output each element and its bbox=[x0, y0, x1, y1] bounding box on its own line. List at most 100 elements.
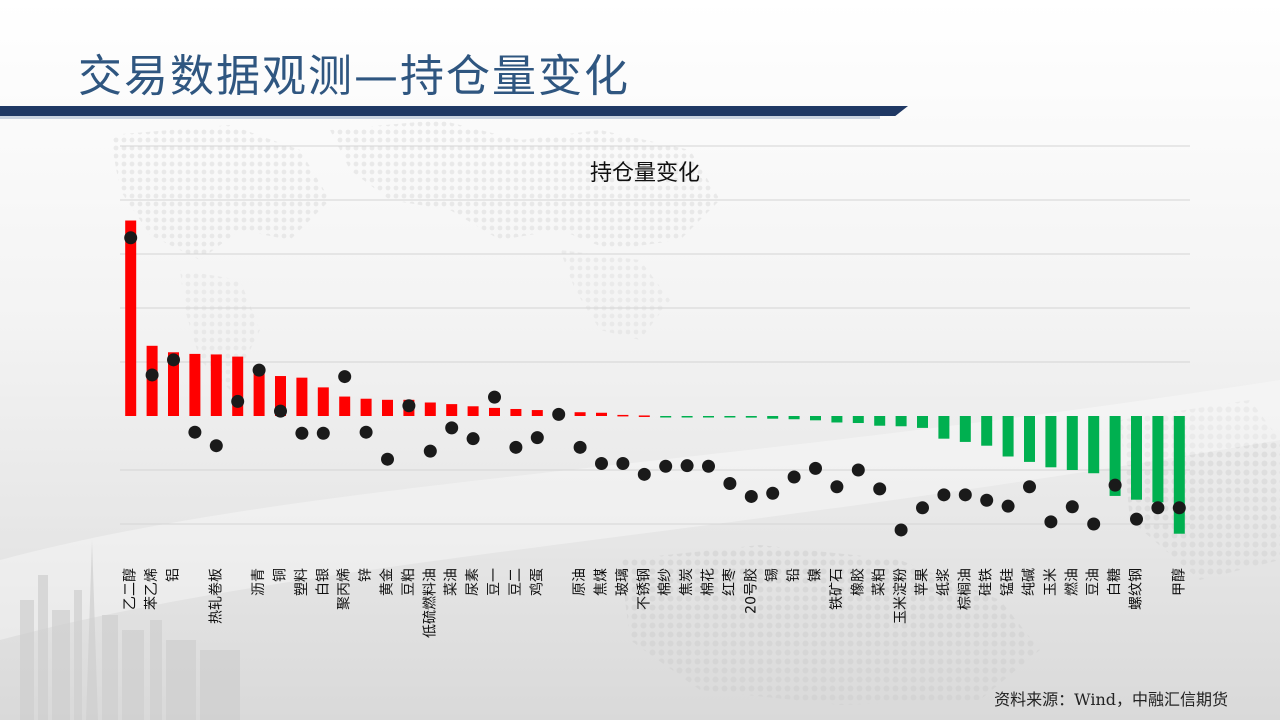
bar-棕榈油 bbox=[959, 416, 971, 442]
category-label: 纯碱 bbox=[1022, 568, 1038, 596]
dot-鸡蛋 bbox=[530, 431, 544, 445]
bar-铅 bbox=[788, 416, 800, 420]
bar-blank-3 bbox=[189, 353, 201, 416]
bar-铁矿石 bbox=[831, 416, 843, 423]
bar-菜油 bbox=[446, 404, 458, 416]
category-label: 豆油 bbox=[1086, 568, 1102, 596]
category-label: 铁矿石 bbox=[829, 568, 845, 610]
category-label: 橡胶 bbox=[849, 568, 866, 596]
dot-铝 bbox=[167, 353, 180, 367]
dot-焦煤 bbox=[595, 457, 608, 471]
category-label: 硅铁 bbox=[979, 568, 995, 596]
category-label: 尿素 bbox=[465, 568, 481, 596]
bar-热轧卷板 bbox=[210, 354, 222, 416]
gridlines bbox=[120, 145, 1190, 525]
category-label: 棉纱 bbox=[657, 568, 674, 596]
title-bar: 交易数据观测—持仓量变化 bbox=[0, 0, 1280, 119]
category-label: 铜 bbox=[273, 568, 289, 582]
category-label: 黄金 bbox=[379, 568, 396, 596]
bar-玻璃 bbox=[617, 414, 629, 417]
category-label: 玻璃 bbox=[614, 568, 631, 596]
dot-锰硅 bbox=[1001, 499, 1015, 513]
bar-白糖 bbox=[1109, 416, 1121, 496]
dot-螺纹钢 bbox=[1130, 512, 1143, 526]
bar-硅铁 bbox=[981, 416, 993, 446]
bar-铜 bbox=[275, 376, 286, 416]
category-label: 白糖 bbox=[1107, 568, 1123, 596]
bar-纸浆 bbox=[938, 416, 950, 439]
dot-低硫燃料油 bbox=[423, 444, 437, 458]
dot-series bbox=[124, 231, 1186, 537]
dot-燃油 bbox=[1065, 500, 1079, 514]
dot-原油 bbox=[573, 440, 587, 454]
dot-塑料 bbox=[295, 426, 309, 440]
category-label: 锡 bbox=[765, 568, 781, 582]
category-labels: 乙二醇 苯乙烯铝 热轧卷板 沥青铜塑料 白银 聚丙烯锌黄金 豆粕 低硫燃料油 菜油 尿素 豆一 豆二鸡… bbox=[122, 568, 1188, 638]
bar-焦煤 bbox=[596, 412, 607, 416]
bar-blank-5 bbox=[232, 356, 244, 416]
bar-铝 bbox=[168, 352, 179, 416]
bar-螺纹钢 bbox=[1131, 416, 1142, 500]
dot-红枣 bbox=[723, 477, 737, 490]
bar-聚丙烯 bbox=[339, 396, 351, 416]
bar-不锈钢 bbox=[638, 415, 650, 417]
bar-锰硅 bbox=[1002, 416, 1014, 457]
bar-橡胶 bbox=[852, 416, 864, 424]
bar-blank-48 bbox=[1152, 416, 1164, 503]
bar-棉花 bbox=[703, 416, 714, 418]
category-label: 燃油 bbox=[1063, 568, 1080, 596]
category-label: 原油 bbox=[572, 568, 588, 596]
category-label: 不锈钢 bbox=[636, 568, 652, 610]
dot-纯碱 bbox=[1023, 480, 1036, 494]
category-label: 乙二醇 bbox=[122, 568, 139, 610]
bar-黄金 bbox=[382, 399, 393, 416]
category-label: 玉米淀粉 bbox=[893, 568, 909, 624]
category-label: 沥青 bbox=[251, 568, 267, 596]
category-label: 焦煤 bbox=[594, 568, 610, 596]
dot-棉纱 bbox=[659, 459, 673, 473]
category-label: 锌 bbox=[358, 568, 374, 582]
dot-镍 bbox=[809, 461, 822, 475]
dot-菜粕 bbox=[873, 482, 887, 496]
dot-铅 bbox=[787, 470, 801, 484]
dot-铜 bbox=[274, 404, 287, 418]
dot-甲醇 bbox=[1172, 501, 1186, 515]
dot-豆二 bbox=[509, 440, 523, 454]
dot-玉米 bbox=[1044, 515, 1058, 529]
bar-锡 bbox=[767, 416, 779, 419]
dot-焦炭 bbox=[680, 459, 694, 473]
page-title: 交易数据观测—持仓量变化 bbox=[78, 51, 630, 102]
category-label: 焦炭 bbox=[679, 568, 695, 596]
category-label: 甲醇 bbox=[1170, 568, 1187, 596]
bar-沥青 bbox=[253, 367, 265, 416]
dot-铁矿石 bbox=[830, 480, 844, 494]
dot-锡 bbox=[766, 486, 780, 500]
bar-鸡蛋 bbox=[531, 410, 543, 416]
category-label: 塑料 bbox=[294, 568, 310, 596]
dot-blank-5 bbox=[231, 394, 245, 408]
source-note: 资料来源：Wind，中融汇信期货 bbox=[994, 690, 1228, 709]
category-label: 豆粕 bbox=[401, 568, 417, 596]
bar-燃油 bbox=[1066, 416, 1078, 470]
category-label: 热轧卷板 bbox=[208, 568, 224, 624]
category-label: 鸡蛋 bbox=[528, 568, 545, 596]
title-underline bbox=[0, 106, 908, 116]
dot-黄金 bbox=[381, 452, 394, 466]
dot-锌 bbox=[359, 425, 373, 439]
bar-苹果 bbox=[917, 416, 928, 428]
dot-白银 bbox=[316, 426, 330, 440]
bar-20号胶 bbox=[745, 416, 757, 418]
dot-菜油 bbox=[445, 421, 459, 435]
category-label: 铅 bbox=[786, 568, 802, 582]
dot-硅铁 bbox=[980, 493, 994, 507]
bar-纯碱 bbox=[1024, 416, 1035, 462]
category-label: 纸浆 bbox=[936, 568, 952, 596]
bar-甲醇 bbox=[1173, 416, 1185, 534]
dot-聚丙烯 bbox=[338, 370, 352, 384]
category-label: 白银 bbox=[315, 568, 331, 596]
dot-橡胶 bbox=[851, 463, 865, 477]
dot-棕榈油 bbox=[958, 488, 972, 502]
